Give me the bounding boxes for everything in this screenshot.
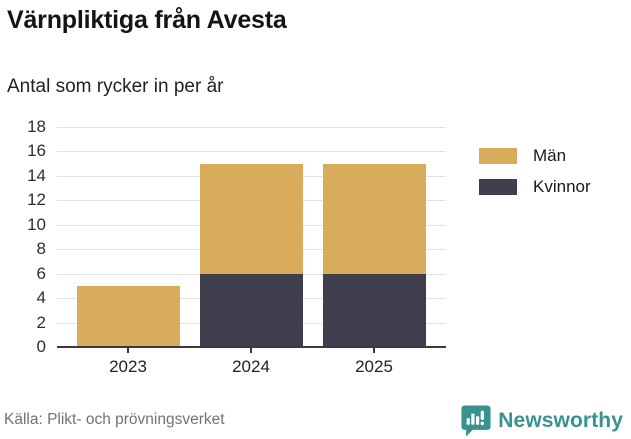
chart-legend: Män Kvinnor [479, 146, 591, 208]
bar-segment-män-2025 [322, 163, 426, 274]
y-tick-label-16: 16 [27, 141, 46, 161]
y-tick-label-2: 2 [36, 312, 46, 332]
brand-logo: Newsworthy [460, 404, 623, 437]
x-tick-label-2025: 2025 [355, 357, 393, 376]
legend-label-kvinnor: Kvinnor [533, 177, 591, 196]
x-tick-label-2024: 2024 [232, 357, 270, 376]
legend-label-män: Män [533, 146, 567, 165]
chart-subtitle: Antal som rycker in per år [7, 76, 224, 97]
y-tick-label-12: 12 [27, 190, 46, 210]
chart-plot-area [57, 127, 446, 353]
legend-swatch-män [479, 148, 517, 164]
chart-title: Värnpliktiga från Avesta [7, 6, 287, 34]
x-tick-2025 [373, 348, 375, 353]
legend-item-kvinnor: Kvinnor [479, 177, 591, 197]
brand-name: Newsworthy [498, 408, 623, 432]
x-tick-2023 [127, 348, 129, 353]
y-tick-label-14: 14 [27, 165, 46, 185]
y-tick-label-6: 6 [36, 263, 46, 283]
source-note: Källa: Plikt- och prövningsverket [4, 411, 225, 428]
gridline-16 [57, 151, 446, 153]
y-tick-label-10: 10 [27, 214, 46, 234]
y-tick-label-4: 4 [36, 288, 46, 308]
bar-segment-män-2023 [76, 285, 180, 347]
newsworthy-icon [461, 405, 491, 437]
y-tick-label-0: 0 [36, 337, 46, 356]
y-tick-label-8: 8 [36, 239, 46, 259]
x-axis-line [57, 346, 446, 348]
y-tick-label-18: 18 [27, 117, 46, 136]
gridline-18 [57, 127, 446, 128]
x-tick-label-2023: 2023 [109, 357, 147, 376]
bar-segment-män-2024 [199, 163, 303, 274]
legend-swatch-kvinnor [479, 179, 517, 195]
bar-segment-kvinnor-2024 [199, 273, 303, 347]
legend-item-män: Män [479, 146, 591, 166]
bar-segment-kvinnor-2025 [322, 273, 426, 347]
x-tick-2024 [250, 348, 252, 353]
